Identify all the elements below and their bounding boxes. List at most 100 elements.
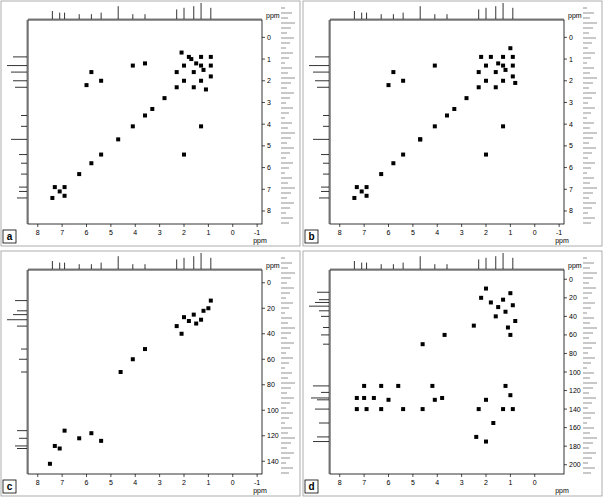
cross-peak <box>484 398 488 402</box>
y-projection-peak <box>321 154 329 155</box>
parameter-text <box>583 32 589 34</box>
y-tick <box>564 37 567 38</box>
panel-label-box <box>305 230 318 243</box>
x-projection-peak <box>361 263 362 269</box>
parameter-text <box>583 272 597 274</box>
cross-peak <box>175 85 179 89</box>
parameter-text <box>583 472 591 474</box>
parameter-text <box>583 162 595 164</box>
cross-peak <box>50 196 54 200</box>
y-tick <box>262 167 265 168</box>
x-tick <box>364 224 365 227</box>
parameter-text <box>281 22 295 24</box>
x-projection-peak <box>478 9 479 19</box>
x-projection-peak <box>512 8 513 19</box>
parameter-text <box>583 282 589 284</box>
x-projection-peak <box>434 264 435 269</box>
parameter-text <box>583 72 590 74</box>
x-tick-label: 2 <box>182 479 186 486</box>
parameter-text <box>583 332 593 334</box>
parameter-text <box>583 452 596 454</box>
panel-border <box>303 1 602 246</box>
parameter-text <box>281 162 293 164</box>
y-tick <box>564 353 567 354</box>
cross-peak <box>484 153 488 157</box>
x-tick <box>184 474 185 477</box>
x-projection-peak <box>366 263 367 269</box>
parameter-text <box>281 147 294 149</box>
y-tick-label: 60 <box>267 356 275 363</box>
parameter-text <box>281 412 293 414</box>
x-tick <box>208 474 209 477</box>
x-projection-peak <box>434 14 435 19</box>
parameter-text <box>281 187 295 189</box>
y-projection-peak <box>319 310 329 311</box>
y-projection-peak <box>317 399 329 400</box>
cross-peak <box>379 407 383 411</box>
y-projection-peak <box>313 72 329 73</box>
cross-peak <box>465 96 469 100</box>
x-tick <box>110 474 111 477</box>
x-projection-peak <box>132 264 133 269</box>
y-tick-label: 180 <box>569 443 581 450</box>
y-tick-label: 0 <box>267 34 271 41</box>
cross-peak <box>77 436 81 440</box>
y-tick <box>564 372 567 373</box>
y-tick-label: 8 <box>569 207 573 214</box>
cross-peak <box>511 55 515 59</box>
x-projection-peak <box>118 256 119 269</box>
panel-label: a <box>7 231 13 242</box>
y-tick-label: 60 <box>569 331 577 338</box>
y-axis-label: ppm <box>266 262 280 270</box>
y-tick <box>262 435 265 436</box>
cross-peak <box>494 70 498 74</box>
parameter-text <box>281 177 292 179</box>
x-tick-label: 6 <box>387 229 391 236</box>
parameter-text <box>281 372 292 374</box>
parameter-text <box>281 42 290 44</box>
parameter-text <box>583 27 593 29</box>
x-projection-peak <box>145 14 146 19</box>
parameter-text <box>583 117 587 119</box>
cross-peak <box>206 306 210 310</box>
parameter-text <box>281 122 292 124</box>
x-projection-peak <box>366 13 367 19</box>
x-projection-peak <box>52 11 53 19</box>
y-projection-peak <box>13 56 27 57</box>
cross-peak <box>511 303 515 307</box>
cross-peak <box>209 299 213 303</box>
y-tick <box>262 461 265 462</box>
y-tick-label: 40 <box>569 313 577 320</box>
cross-peak <box>187 319 191 323</box>
y-tick-label: 7 <box>569 186 573 193</box>
parameter-text <box>281 287 294 289</box>
cross-peak <box>180 332 184 336</box>
parameter-text <box>281 77 295 79</box>
y-tick <box>564 316 567 317</box>
parameter-text <box>281 137 291 139</box>
x-projection-peak <box>52 261 53 269</box>
y-tick <box>564 409 567 410</box>
cross-peak <box>401 153 405 157</box>
cross-peak <box>501 79 505 83</box>
cross-peak <box>401 407 405 411</box>
cross-peak <box>58 447 62 451</box>
y-tick-label: 2 <box>569 77 573 84</box>
y-tick <box>564 167 567 168</box>
parameter-text <box>583 292 592 294</box>
parameter-text <box>583 447 589 449</box>
cross-peak <box>508 291 512 295</box>
cross-peak <box>430 384 434 388</box>
cross-peak <box>192 313 196 317</box>
x-projection-peak <box>403 13 404 19</box>
x-tick <box>257 224 258 227</box>
figure: 876543210-1ppm012345678ppma876543210-1pp… <box>0 0 605 497</box>
x-tick-label: 2 <box>182 229 186 236</box>
parameter-text <box>281 87 287 89</box>
parameter-text <box>583 182 590 184</box>
y-projection-peak <box>17 310 27 311</box>
y-tick <box>262 124 265 125</box>
x-projection-peak <box>193 6 194 19</box>
y-tick <box>564 427 567 428</box>
y-projection-peak <box>321 316 329 317</box>
